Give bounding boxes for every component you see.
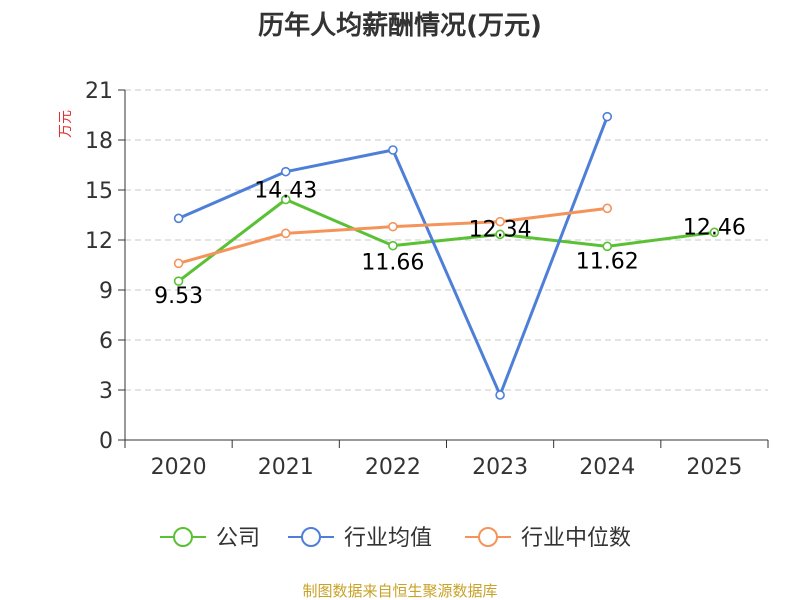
y-tick-label: 9 [99, 279, 113, 304]
data-label: 11.62 [576, 249, 639, 274]
legend-label: 公司 [216, 526, 260, 551]
data-point [495, 229, 505, 240]
data-point [388, 145, 398, 155]
x-tick-label: 2021 [258, 455, 314, 480]
x-tick-label: 2025 [686, 455, 742, 480]
legend-swatch-marker [173, 527, 193, 547]
y-tick-label: 21 [85, 79, 113, 104]
legend: 公司 行业均值 行业中位数 [160, 526, 631, 551]
y-tick-label: 12 [85, 229, 113, 254]
x-tick-label: 2022 [365, 455, 421, 480]
legend-swatch-marker [301, 527, 321, 547]
data-label: 14.43 [254, 179, 317, 204]
chart-title: 历年人均薪酬情况(万元) [258, 10, 542, 41]
series-line-0 [177, 198, 715, 283]
y-tick-label: 3 [99, 379, 113, 404]
data-point [173, 213, 184, 224]
x-tick-label: 2024 [579, 455, 635, 480]
x-tick-label: 2020 [151, 455, 207, 480]
data-point [173, 276, 184, 286]
data-point [602, 241, 613, 252]
legend-label: 行业中位数 [521, 526, 631, 551]
data-point [173, 258, 184, 269]
legend-label: 行业均值 [344, 526, 432, 551]
y-tick-label: 18 [85, 129, 113, 154]
y-tick-label: 6 [99, 329, 113, 354]
data-label: 12.34 [469, 217, 532, 242]
data-point [602, 203, 613, 214]
data-label: 11.66 [361, 251, 424, 276]
data-point [280, 194, 291, 205]
series-area [173, 111, 720, 400]
data-point [280, 166, 291, 177]
legend-swatch-marker [478, 527, 498, 547]
x-tick-label: 2023 [472, 455, 528, 480]
axes: 0 3 6 9 12 15 18 21 2020 2021 2022 2023 2024 2025 [85, 79, 769, 480]
source-note: 制图数据来自恒生聚源数据库 [302, 582, 497, 600]
data-point [495, 216, 505, 227]
data-point [495, 390, 505, 400]
y-tick-label: 15 [85, 179, 113, 204]
data-label: 9.53 [154, 284, 203, 309]
data-point [602, 111, 613, 122]
data-point [388, 221, 398, 232]
data-label: 12.46 [683, 215, 746, 240]
data-point [709, 227, 720, 238]
data-point [388, 240, 398, 251]
y-axis-label: 万元 [58, 110, 74, 138]
y-tick-label: 0 [99, 429, 113, 454]
data-point [280, 228, 291, 239]
data-labels: 9.53 14.43 11.66 12.34 11.62 12.46 [154, 179, 746, 310]
